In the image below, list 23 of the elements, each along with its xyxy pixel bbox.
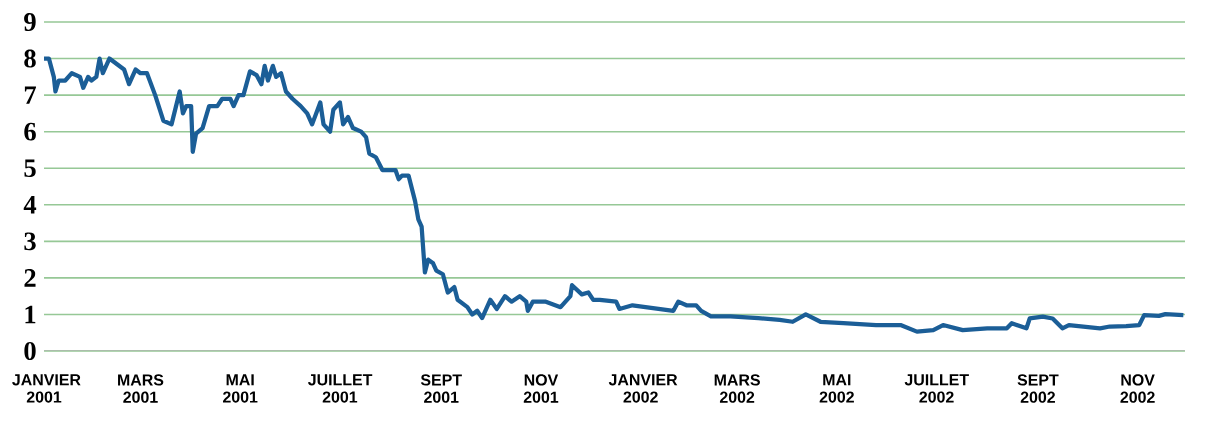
- y-tick-label: 7: [24, 86, 36, 104]
- x-tick-label: MAI 2002: [819, 374, 854, 403]
- y-tick-label: 6: [24, 122, 36, 141]
- y-tick-label: 0: [24, 342, 36, 360]
- y-tick-label: 9: [24, 13, 36, 31]
- x-tick-label: MARS 2001: [118, 374, 164, 403]
- x-tick-label: JUILLET 2002: [904, 374, 969, 403]
- x-tick-label: SEPT 2001: [420, 374, 462, 403]
- y-tick-label: 5: [24, 159, 36, 178]
- y-tick-label: 3: [24, 232, 36, 251]
- x-tick-label: NOV 2001: [523, 374, 559, 403]
- x-tick-label: NOV 2002: [1120, 374, 1155, 403]
- x-tick-label: MAI 2001: [223, 374, 258, 403]
- y-tick-label: 2: [24, 269, 36, 287]
- y-tick-label: 1: [25, 305, 36, 324]
- line-series: [44, 56, 1186, 334]
- x-tick-label: JUILLET 2001: [308, 374, 373, 403]
- x-tick-label: JANVIER 2001: [12, 374, 81, 403]
- x-tick-label: MARS 2002: [714, 374, 760, 403]
- x-tick-label: JANVIER 2002: [608, 374, 678, 403]
- y-tick-label: 4: [23, 196, 37, 214]
- x-tick-label: SEPT 2002: [1017, 374, 1059, 403]
- y-tick-label: 8: [24, 49, 36, 68]
